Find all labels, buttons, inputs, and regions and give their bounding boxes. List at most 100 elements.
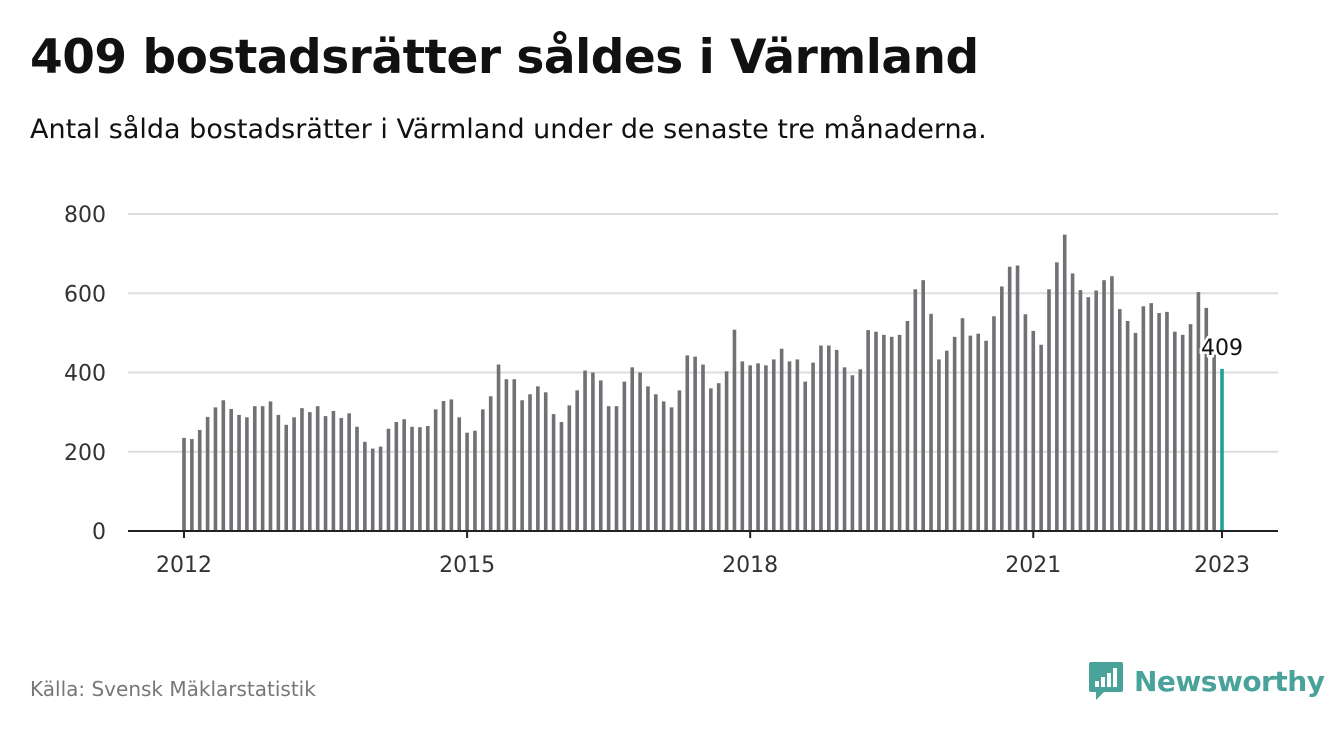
bar <box>504 379 509 531</box>
bar <box>213 407 218 531</box>
bar <box>1204 307 1209 531</box>
bar <box>937 359 941 531</box>
bar-highlight <box>1220 368 1224 531</box>
bar <box>488 396 493 531</box>
y-tick-label: 600 <box>64 282 106 307</box>
bar <box>457 417 462 531</box>
bar <box>543 392 548 531</box>
bar <box>583 370 587 531</box>
bar <box>1062 234 1067 532</box>
x-axis: 2012 2015 2018 2021 2023 <box>128 530 1278 578</box>
y-tick-label: 400 <box>64 362 106 387</box>
bar <box>803 381 808 531</box>
bar <box>591 372 595 531</box>
bar <box>370 448 375 531</box>
bar <box>1141 306 1146 531</box>
bar <box>944 350 949 531</box>
bar <box>300 408 304 531</box>
bar <box>992 316 996 531</box>
bar <box>1023 314 1028 531</box>
bar <box>433 409 438 531</box>
bar <box>984 340 988 531</box>
bar <box>732 329 737 531</box>
bar <box>842 367 847 531</box>
brand-logo[interactable]: Newsworthy <box>1088 660 1325 702</box>
bar <box>205 416 210 531</box>
bar <box>1165 311 1169 531</box>
bar <box>465 432 469 531</box>
bar <box>1157 313 1161 531</box>
bar <box>819 345 823 531</box>
bar <box>795 359 800 531</box>
source-note: Källa: Svensk Mäklarstatistik <box>30 677 316 701</box>
newsworthy-logo-icon <box>1089 662 1123 700</box>
bar <box>921 280 925 531</box>
bar <box>874 331 878 531</box>
bar <box>827 345 831 531</box>
bar <box>197 429 202 531</box>
bar <box>441 401 446 531</box>
bar <box>1212 354 1216 531</box>
bar <box>331 410 336 531</box>
bar <box>716 383 721 531</box>
bar <box>1110 276 1114 531</box>
bar <box>1070 273 1075 531</box>
bar <box>756 363 760 531</box>
bar <box>496 364 501 531</box>
bar <box>1125 320 1130 531</box>
bar <box>654 394 658 531</box>
bar <box>598 380 603 531</box>
bar <box>685 355 690 531</box>
bar <box>882 334 886 531</box>
bar <box>260 406 265 531</box>
bar <box>1173 331 1177 531</box>
bar <box>661 401 666 531</box>
bar <box>771 359 776 531</box>
bar <box>386 428 391 531</box>
bar <box>638 372 642 531</box>
y-tick-label: 0 <box>92 520 106 545</box>
bar <box>929 313 933 531</box>
bar <box>512 379 517 531</box>
bar <box>740 361 745 531</box>
bar <box>913 289 918 531</box>
bar <box>347 413 351 531</box>
bar <box>323 416 328 531</box>
bar <box>394 422 399 531</box>
bar <box>614 406 619 531</box>
bar <box>567 405 572 531</box>
bar <box>1031 330 1036 531</box>
x-tick-label: 2015 <box>439 553 495 578</box>
bar <box>606 406 611 531</box>
bar <box>276 414 281 531</box>
y-tick-label: 800 <box>64 203 106 228</box>
bar <box>669 407 674 531</box>
bar <box>1047 289 1051 531</box>
bar <box>268 401 273 531</box>
bar <box>1133 332 1138 531</box>
x-tick-label: 2012 <box>156 553 212 578</box>
bar <box>559 422 564 531</box>
bar <box>748 365 752 531</box>
bar <box>520 400 524 531</box>
bar <box>787 361 792 531</box>
bar <box>402 419 406 531</box>
bar <box>811 362 815 531</box>
bar <box>897 334 902 531</box>
bar <box>378 446 383 531</box>
bar <box>630 367 635 531</box>
bar <box>960 318 965 531</box>
bar <box>1007 266 1012 531</box>
bar <box>190 439 194 531</box>
bar <box>905 320 910 531</box>
x-tick-label: 2023 <box>1194 553 1250 578</box>
bar <box>575 390 579 531</box>
bar <box>355 426 359 531</box>
chart-title: 409 bostadsrätter såldes i Värmland <box>30 30 979 85</box>
bar <box>315 406 320 531</box>
bar <box>834 349 839 531</box>
bar <box>724 371 729 531</box>
bar <box>449 399 454 531</box>
bar <box>237 414 241 531</box>
bar <box>1015 265 1020 531</box>
